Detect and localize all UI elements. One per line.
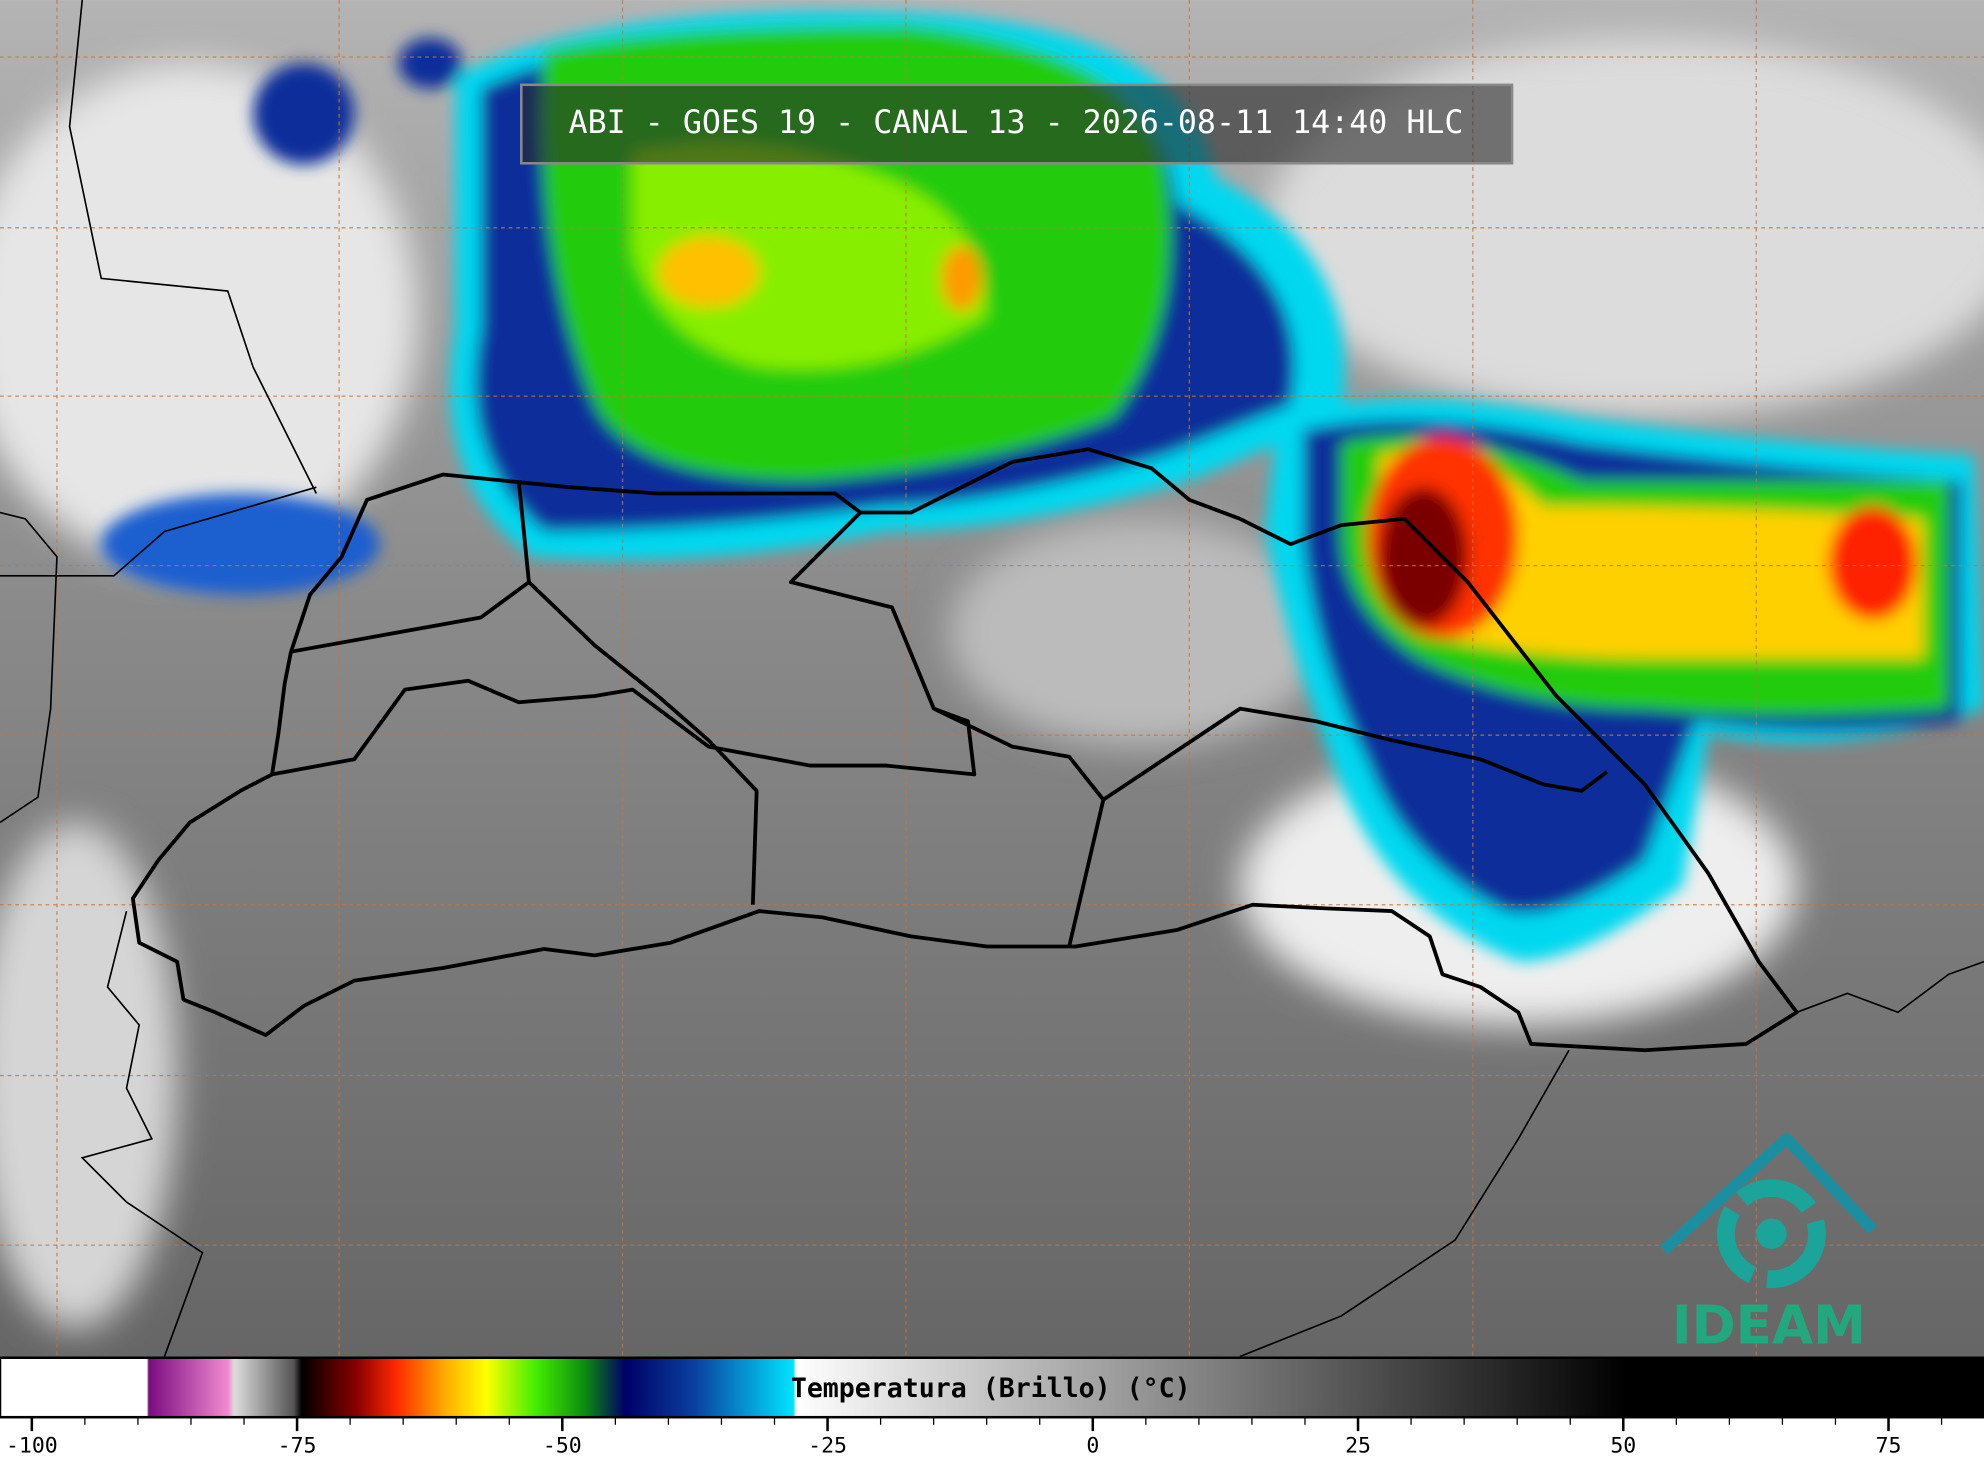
title: ABI - GOES 19 - CANAL 13 - 2026-08-11 14… xyxy=(569,105,1464,141)
colorbar: Temperatura (Brillo) (°C) -100 -75 -50 -25 0… xyxy=(0,1356,1984,1458)
tick-label: -100 xyxy=(6,1433,58,1458)
tick-label: 50 xyxy=(1610,1433,1636,1458)
tick-label: -75 xyxy=(278,1433,317,1458)
title-box: ABI - GOES 19 - CANAL 13 - 2026-08-11 14… xyxy=(520,83,1514,165)
logo-eye xyxy=(1756,1218,1787,1249)
colorbar-label: Temperatura (Brillo) (°C) xyxy=(791,1373,1191,1404)
logo-mountain xyxy=(1660,1133,1877,1255)
colorbar-ramp xyxy=(0,1356,1984,1419)
logo: IDEAM xyxy=(1660,1133,1877,1356)
tick-label: 75 xyxy=(1876,1433,1902,1458)
graticule xyxy=(0,0,1984,1357)
tick-label: -50 xyxy=(543,1433,582,1458)
tick-label: -25 xyxy=(808,1433,847,1458)
logo-swirl xyxy=(1717,1179,1826,1289)
borders xyxy=(0,0,1984,1358)
tick-label: 25 xyxy=(1345,1433,1371,1458)
tick-label: 0 xyxy=(1086,1433,1099,1458)
imagery xyxy=(0,0,1984,1358)
title-background xyxy=(520,83,1514,165)
logo-text: IDEAM xyxy=(1672,1294,1866,1356)
